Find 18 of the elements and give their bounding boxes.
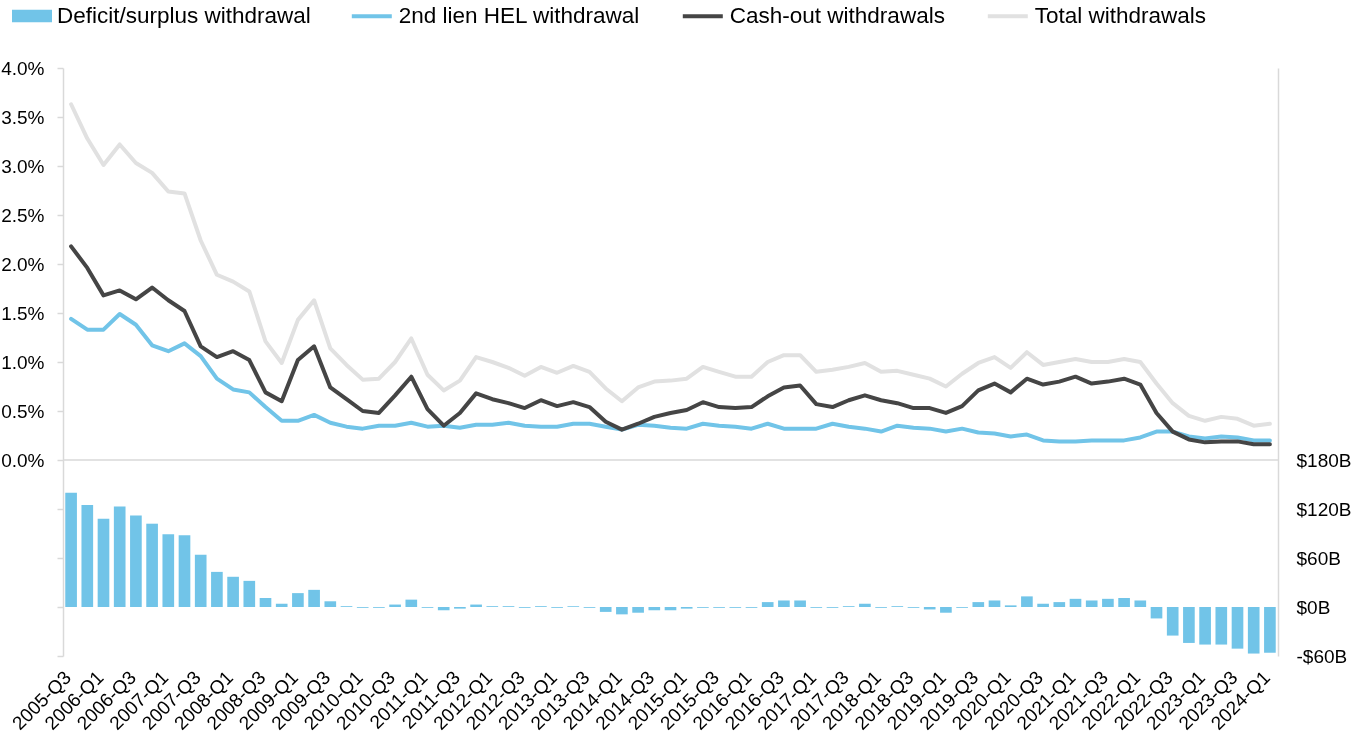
- y-tick-label: 1.5%: [1, 302, 45, 324]
- legend-label: Deficit/surplus withdrawal: [57, 3, 311, 28]
- legend-label: Total withdrawals: [1034, 3, 1207, 29]
- y-tick-label: 3.5%: [1, 106, 45, 128]
- y-tick-label: 0.0%: [1, 449, 45, 471]
- y-tick-label: 0.5%: [1, 400, 45, 422]
- y-tick-label: 2.5%: [1, 204, 45, 226]
- y-tick-label: 2.0%: [1, 253, 45, 275]
- y2-tick-label: -$60B: [1296, 645, 1348, 667]
- y2-tick-label: $60B: [1296, 547, 1341, 569]
- y2-tick-label: $180B: [1296, 449, 1352, 471]
- y2-tick-label: $120B: [1296, 498, 1352, 520]
- y-tick-label: 3.0%: [1, 155, 45, 177]
- y-tick-label: 1.0%: [1, 351, 45, 373]
- y2-tick-label: $0B: [1296, 596, 1331, 618]
- legend-label: 2nd lien HEL withdrawal: [398, 3, 640, 29]
- legend-label: Cash-out withdrawals: [729, 3, 945, 29]
- y-tick-label: 4.0%: [1, 57, 45, 79]
